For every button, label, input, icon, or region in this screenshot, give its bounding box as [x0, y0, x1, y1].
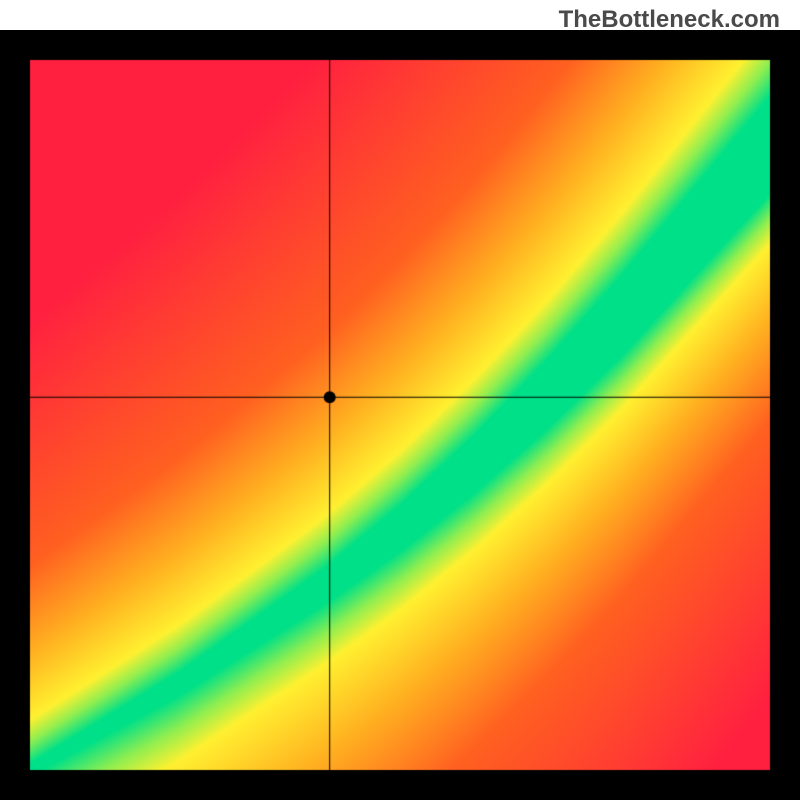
watermark-text: TheBottleneck.com [559, 6, 780, 34]
heatmap-canvas [0, 30, 800, 800]
bottleneck-heatmap [0, 30, 800, 800]
